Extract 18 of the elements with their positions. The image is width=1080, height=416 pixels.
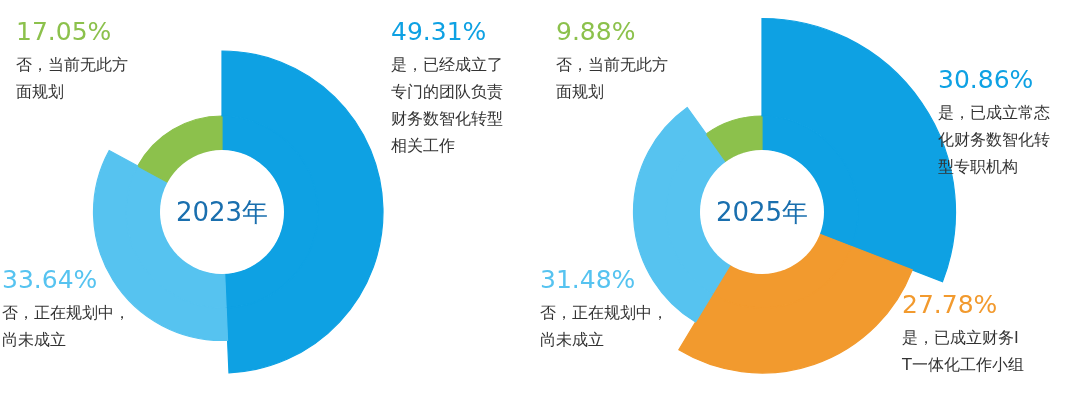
slice-label: 是，已成立财务IT一体化工作小组: [901, 328, 1024, 374]
data-label: 27.78%: [902, 290, 998, 319]
data-label: 17.05%: [16, 17, 112, 46]
donut-slice: [711, 233, 853, 309]
slice-label: 否，当前无此方面规划: [16, 55, 128, 101]
slice-label: 否，正在规划中，尚未成立: [540, 303, 668, 349]
slice-label: 是，已经成立了专门的团队负责财务数智化转型相关工作: [391, 55, 503, 155]
data-label: 49.31%: [391, 17, 487, 46]
slice-label: 否，正在规划中，尚未成立: [2, 303, 130, 349]
donut-slice: [705, 115, 763, 163]
text: 2023年: [175, 197, 269, 227]
data-label: 30.86%: [938, 65, 1034, 94]
data-label: 9.88%: [556, 17, 636, 46]
donut-slice: [137, 115, 223, 183]
slice-label: 否，当前无此方面规划: [556, 55, 668, 101]
text: 2025年: [715, 197, 809, 227]
data-label: 33.64%: [2, 265, 98, 294]
data-label: 31.48%: [540, 265, 636, 294]
